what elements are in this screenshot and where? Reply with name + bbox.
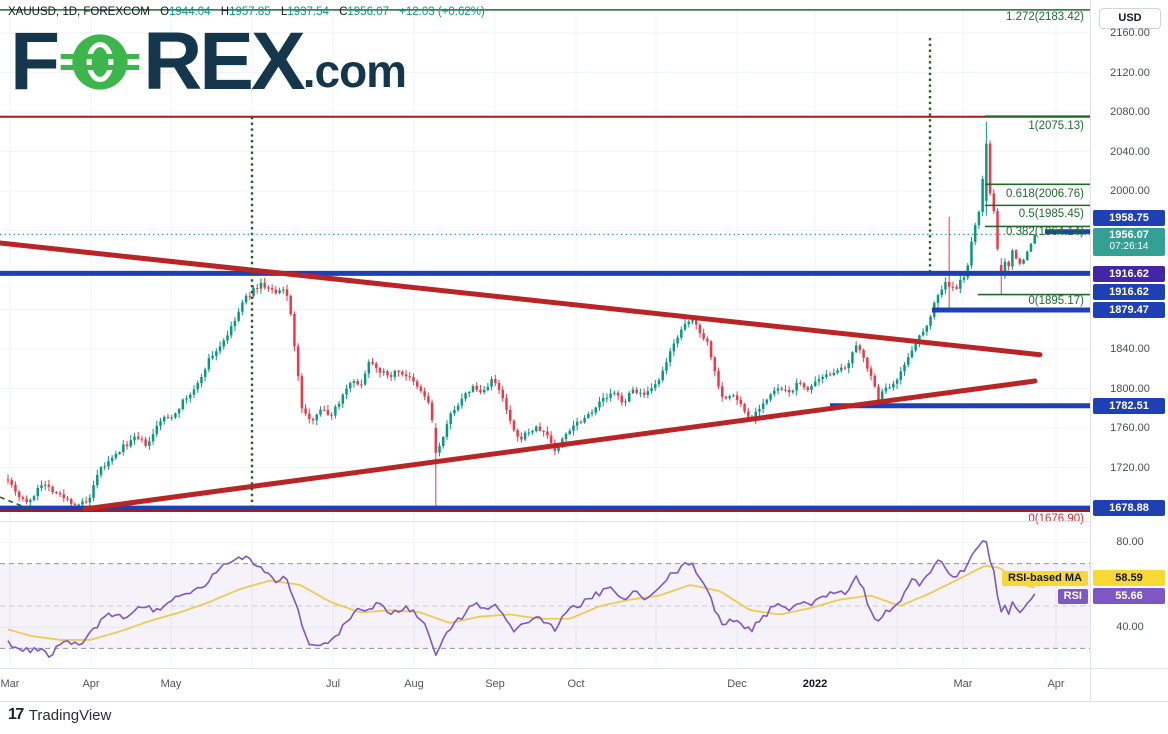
tradingview-attribution[interactable]: 17 TradingView bbox=[8, 706, 111, 724]
price-tick-label: 1840.00 bbox=[1110, 343, 1150, 355]
axis-corner bbox=[1090, 668, 1168, 702]
time-label: 2022 bbox=[802, 678, 828, 690]
price-tick-label: 1720.00 bbox=[1110, 461, 1150, 474]
pane-separator[interactable] bbox=[0, 521, 1090, 522]
time-label: Apr bbox=[1047, 678, 1065, 690]
price-axis[interactable]: USD 2160.00 2120.00 2080.00 2040.00 2000.00 1… bbox=[1090, 0, 1168, 700]
price-badge: 1916.62 bbox=[1093, 284, 1165, 300]
price-badge: 1879.47 bbox=[1093, 302, 1165, 318]
currency-button[interactable]: USD bbox=[1099, 8, 1161, 29]
price-tick-label: 1760.00 bbox=[1110, 422, 1150, 434]
close-label: C bbox=[339, 6, 348, 18]
change-value: +12.03 (+0.62%) bbox=[399, 6, 485, 18]
price-tick-label: 2040.00 bbox=[1110, 145, 1150, 158]
time-label: Apr bbox=[82, 678, 100, 690]
price-badge: 55.66 bbox=[1093, 588, 1165, 604]
rsi-tick-label: 40.00 bbox=[1116, 621, 1144, 634]
high-value: 1957.85 bbox=[229, 6, 271, 18]
low-label: L bbox=[280, 6, 288, 18]
fib-level-label: 0.5(1985.45) bbox=[1018, 208, 1084, 220]
countdown-timer: 07:26:14 bbox=[1109, 241, 1149, 252]
fib-level-label: 0(1895.17) bbox=[1028, 295, 1084, 307]
price-badge: 1958.75 bbox=[1093, 210, 1165, 226]
price-tick-label: 2080.00 bbox=[1110, 106, 1150, 118]
forex-logo-f: F bbox=[10, 16, 60, 107]
price-tick-label: 1800.00 bbox=[1110, 382, 1150, 395]
fib-level-label: 0.618(2006.76) bbox=[1005, 188, 1084, 200]
open-label: O bbox=[160, 6, 170, 18]
time-label: Oct bbox=[567, 678, 585, 690]
price-tick-label: 2000.00 bbox=[1110, 185, 1150, 197]
fib-level-label: 0.382(1964.14) bbox=[1005, 226, 1084, 238]
price-badge: 1678.88 bbox=[1093, 500, 1165, 516]
time-label: Mar bbox=[953, 678, 973, 690]
price-badge: 1916.62 bbox=[1093, 266, 1165, 282]
time-label: Mar bbox=[0, 678, 20, 690]
time-label: May bbox=[160, 678, 182, 690]
forex-logo-coin-icon bbox=[60, 34, 140, 90]
close-value: 1956.07 bbox=[347, 6, 389, 18]
rsi-legend-badge: RSI bbox=[1057, 589, 1088, 604]
low-value: 1937.54 bbox=[287, 6, 329, 18]
fib-level-label: 1(2075.13) bbox=[1028, 120, 1084, 132]
time-label: Dec bbox=[727, 678, 747, 690]
high-label: H bbox=[220, 6, 230, 18]
price-badge: 58.59 bbox=[1093, 570, 1165, 586]
time-label: Aug bbox=[404, 678, 424, 690]
symbol-title: XAUUSD, 1D, FOREXCOM bbox=[8, 6, 150, 18]
time-label: Jul bbox=[325, 678, 341, 690]
fib-level-label: 0(1676.90) bbox=[1028, 513, 1084, 525]
forex-logo-rex: REX bbox=[143, 16, 306, 107]
time-label: Sep bbox=[485, 678, 505, 690]
fib-level-label: 1.272(2183.42) bbox=[1005, 11, 1084, 23]
rsi-ma-legend-badge: RSI-based MA bbox=[1002, 571, 1088, 586]
time-axis[interactable]: Mar Apr May Jul Aug Sep Oct Dec 2022 Mar Apr bbox=[0, 668, 1090, 702]
symbol-info[interactable]: XAUUSD, 1D, FOREXCOM O1944.04 H1957.85 L… bbox=[8, 6, 485, 18]
price-tick-label: 2120.00 bbox=[1110, 66, 1150, 79]
open-value: 1944.04 bbox=[169, 6, 211, 18]
price-tick-label: 2160.00 bbox=[1110, 27, 1150, 39]
price-badge: 1956.07 07:26:14 bbox=[1093, 228, 1165, 256]
rsi-tick-label: 80.00 bbox=[1116, 536, 1144, 549]
tradingview-logo-icon: 17 bbox=[8, 706, 24, 723]
forex-logo-com: .com bbox=[302, 45, 407, 97]
price-badge: 1782.51 bbox=[1093, 398, 1165, 414]
tradingview-logo-text: TradingView bbox=[28, 706, 112, 724]
forex-logo: F REX .com bbox=[10, 16, 407, 107]
